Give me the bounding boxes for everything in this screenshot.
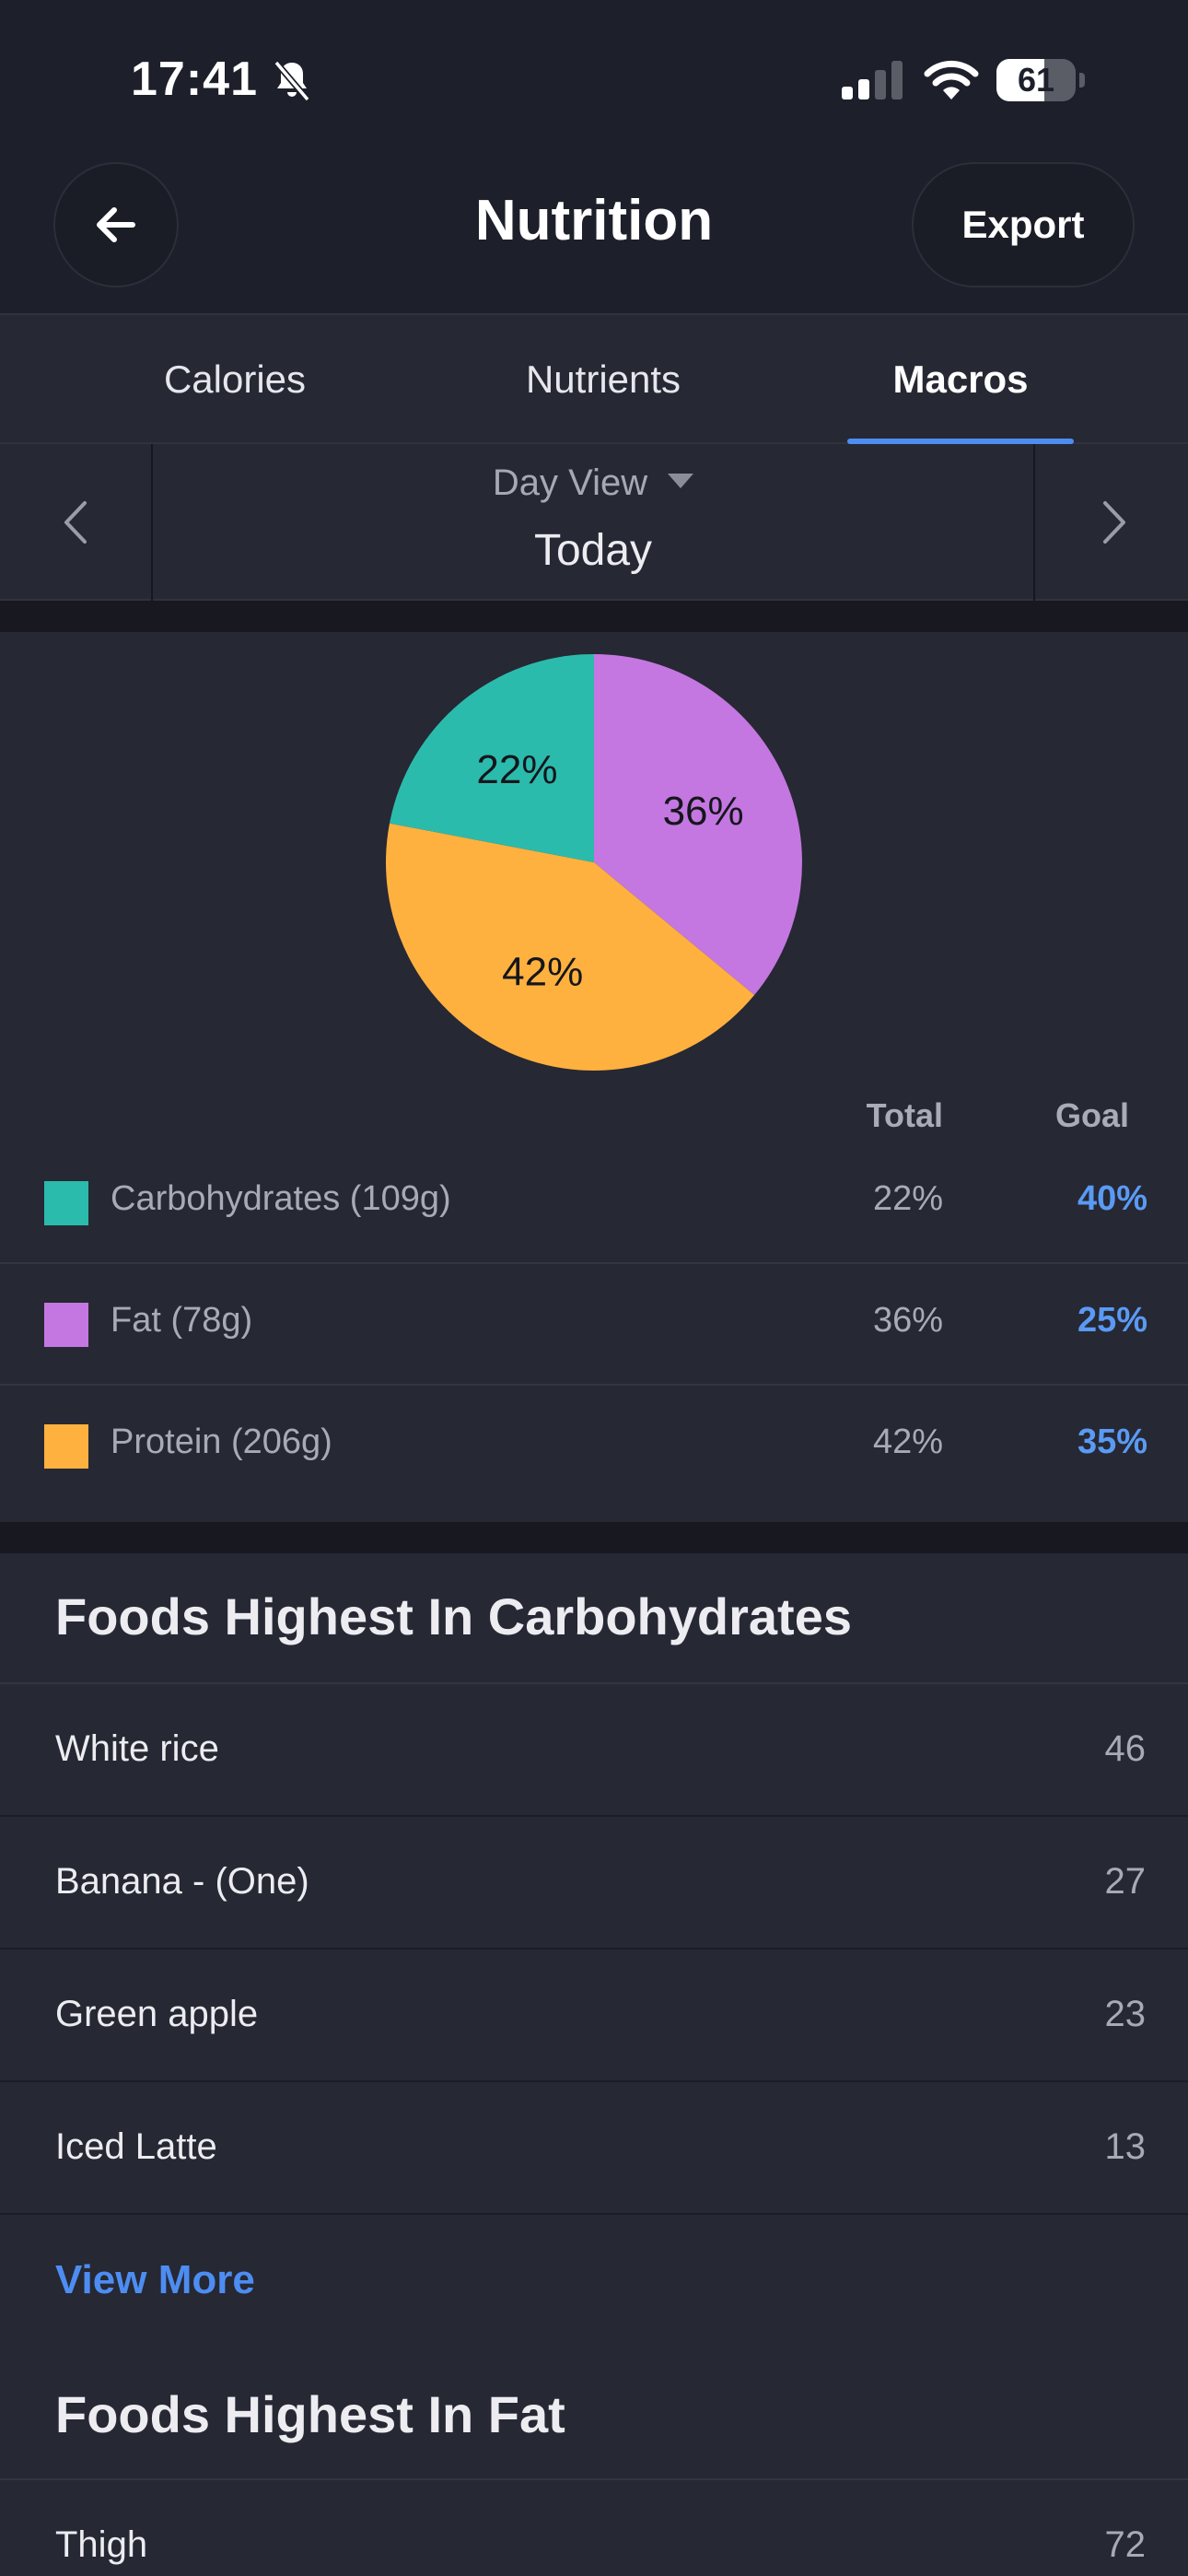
- macro-total: 36%: [872, 1301, 943, 1340]
- status-time: 17:41: [131, 53, 258, 106]
- bell-slash-icon: [274, 60, 310, 102]
- food-value: 46: [1104, 1728, 1147, 1769]
- list-item[interactable]: Thigh 72: [0, 2480, 1188, 2576]
- macro-row-protein: Protein (206g) 42% 35%: [0, 1386, 1188, 1507]
- battery-level: 61: [1017, 61, 1055, 99]
- macro-name: Carbohydrates (109g): [111, 1179, 451, 1218]
- macro-goal[interactable]: 40%: [1077, 1179, 1147, 1218]
- macro-name: Protein (206g): [111, 1423, 332, 1461]
- food-value: 23: [1104, 1994, 1147, 2034]
- tab-nutrients[interactable]: Nutrients: [525, 357, 681, 401]
- cellular-signal-icon: [842, 61, 903, 100]
- pie-chart-svg: 36% 42% 22%: [386, 654, 802, 1071]
- food-name: White rice: [55, 1728, 219, 1769]
- active-tab-indicator: [847, 439, 1074, 444]
- macro-goal[interactable]: 25%: [1077, 1301, 1147, 1340]
- food-value: 27: [1104, 1861, 1147, 1902]
- macro-row-carbohydrates: Carbohydrates (109g) 22% 40%: [0, 1142, 1188, 1264]
- macro-total: 42%: [872, 1423, 943, 1461]
- back-button[interactable]: [55, 164, 177, 286]
- page-title: Nutrition: [474, 189, 714, 252]
- top-bar: 17:41 61 Nutrition Ex: [0, 0, 1188, 313]
- battery-icon: 61: [996, 59, 1085, 101]
- list-item[interactable]: Banana - (One) 27: [0, 1817, 1188, 1950]
- macro-goal[interactable]: 35%: [1077, 1423, 1147, 1461]
- chevron-left-icon: [64, 501, 87, 544]
- previous-day-button[interactable]: [0, 444, 153, 601]
- divider: [0, 2478, 1188, 2480]
- view-more-link[interactable]: View More: [55, 2257, 255, 2302]
- pie-label-protein: 42%: [502, 950, 583, 995]
- view-mode-label: Day View: [492, 463, 648, 503]
- caret-down-icon: [668, 474, 694, 489]
- macro-total: 22%: [872, 1179, 943, 1218]
- tab-bar: Calories Nutrients Macros: [0, 313, 1188, 444]
- food-name: Thigh: [55, 2524, 148, 2565]
- macro-row-fat: Fat (78g) 36% 25%: [0, 1264, 1188, 1386]
- carbs-section-title: Foods Highest In Carbohydrates: [55, 1587, 852, 1645]
- current-date: Today: [533, 526, 653, 575]
- list-item[interactable]: Green apple 23: [0, 1950, 1188, 2082]
- date-navigator: Day View Today: [0, 444, 1188, 601]
- section-divider: [0, 1522, 1188, 1553]
- pie-slice-fat: [594, 654, 802, 996]
- list-item[interactable]: White rice 46: [0, 1684, 1188, 1817]
- food-name: Banana - (One): [55, 1861, 309, 1902]
- food-name: Iced Latte: [55, 2126, 217, 2167]
- pie-slice-protein: [386, 823, 755, 1071]
- next-day-button[interactable]: [1033, 444, 1188, 601]
- chevron-right-icon: [1103, 501, 1125, 544]
- fat-section-title: Foods Highest In Fat: [55, 2385, 565, 2443]
- pie-label-fat: 36%: [663, 789, 744, 834]
- carbohydrates-swatch: [44, 1181, 88, 1225]
- divider: [0, 1682, 1188, 1684]
- macros-pie-chart: 36% 42% 22%: [0, 632, 1188, 1093]
- total-column-header: Total: [866, 1096, 943, 1134]
- fat-swatch: [44, 1303, 88, 1347]
- pie-slice-carbohydrates: [390, 654, 594, 862]
- export-button[interactable]: Export: [914, 164, 1133, 286]
- arrow-left-icon: [97, 207, 135, 242]
- goal-column-header: Goal: [1054, 1096, 1129, 1134]
- macro-name: Fat (78g): [111, 1301, 253, 1340]
- tab-calories[interactable]: Calories: [163, 357, 307, 401]
- pie-label-carbohydrates: 22%: [476, 747, 557, 792]
- food-name: Green apple: [55, 1994, 259, 2034]
- food-value: 13: [1104, 2126, 1147, 2167]
- list-item[interactable]: Iced Latte 13: [0, 2082, 1188, 2215]
- protein-swatch: [44, 1424, 88, 1469]
- wifi-icon: [924, 60, 979, 100]
- view-mode-dropdown[interactable]: Day View: [153, 463, 1033, 504]
- tab-macros[interactable]: Macros: [892, 357, 1029, 401]
- food-value: 72: [1104, 2524, 1147, 2565]
- section-divider: [0, 601, 1188, 632]
